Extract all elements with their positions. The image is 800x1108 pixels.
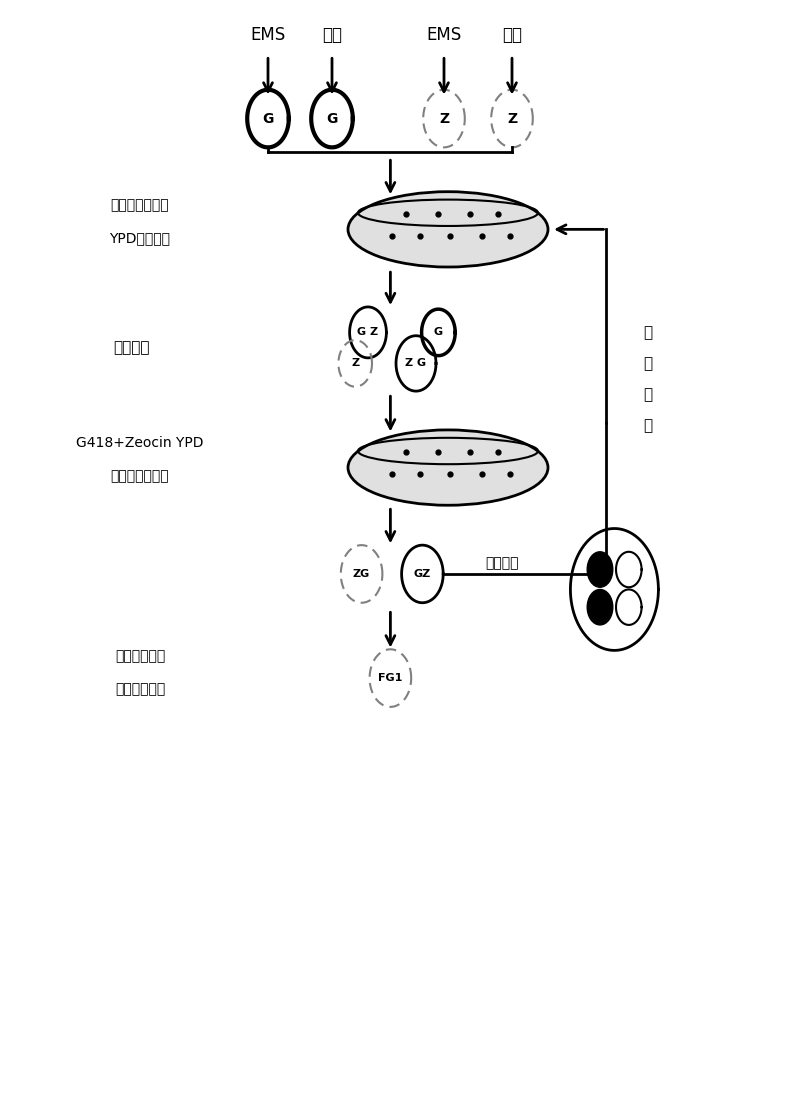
Text: Z: Z	[351, 358, 359, 369]
Text: G418+Zeocin YPD: G418+Zeocin YPD	[76, 437, 204, 450]
Text: 经过两轮重排: 经过两轮重排	[115, 649, 165, 663]
Text: Z: Z	[507, 112, 517, 125]
Text: 高浓度乙醇胁迫: 高浓度乙醇胁迫	[110, 198, 170, 212]
Text: 获得优良菌株: 获得优良菌株	[115, 683, 165, 696]
Text: G: G	[262, 112, 274, 125]
Text: G: G	[326, 112, 338, 125]
Text: EMS: EMS	[250, 27, 286, 44]
Text: 紫外: 紫外	[322, 27, 342, 44]
Text: 杂交重排: 杂交重排	[114, 340, 150, 356]
Ellipse shape	[348, 430, 548, 505]
Text: G Z: G Z	[358, 327, 378, 338]
Text: 破: 破	[643, 325, 653, 340]
Text: Z G: Z G	[406, 358, 426, 369]
Text: YPD平板筛选: YPD平板筛选	[110, 232, 170, 245]
Circle shape	[587, 589, 613, 625]
Text: 紫外: 紫外	[502, 27, 522, 44]
Text: 离: 离	[643, 418, 653, 433]
Text: G: G	[434, 327, 443, 338]
Text: Z: Z	[439, 112, 449, 125]
Text: 分: 分	[643, 387, 653, 402]
Text: 平板筛选重排子: 平板筛选重排子	[110, 470, 170, 483]
Circle shape	[587, 552, 613, 587]
Text: FG1: FG1	[378, 673, 402, 684]
Text: EMS: EMS	[426, 27, 462, 44]
Text: 壁: 壁	[643, 356, 653, 371]
Text: 诱导产孢: 诱导产孢	[486, 556, 519, 570]
Text: GZ: GZ	[414, 568, 431, 579]
Text: ZG: ZG	[353, 568, 370, 579]
Ellipse shape	[348, 192, 548, 267]
